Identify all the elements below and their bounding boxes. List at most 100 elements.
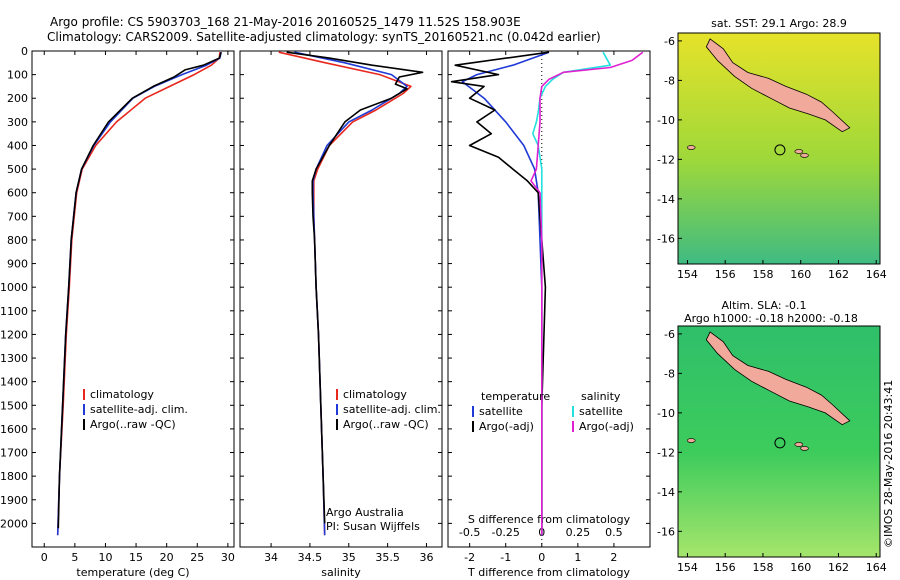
lon-tick-label: 160 (790, 561, 811, 574)
lat-tick-label: -8 (664, 367, 675, 380)
map-title-line-1: Altim. SLA: -0.1 (721, 299, 806, 312)
x-tick-label: 34.5 (298, 551, 323, 564)
small-island (794, 442, 804, 447)
lat-tick-label: -6 (664, 328, 675, 341)
small-island (800, 446, 809, 451)
salinity-panel: 34 34.5 35 35.5 36 salinity climatology satelli… (239, 50, 443, 579)
lon-tick-label: 154 (677, 268, 698, 281)
legend-label: temperature (481, 390, 550, 403)
map-field (678, 326, 880, 557)
float-position-marker (774, 437, 786, 449)
legend-label: climatology (90, 388, 154, 401)
x-tick-label: 20 (160, 551, 174, 564)
series-line-2 (57, 51, 222, 529)
legend-label: Argo(-adj) (479, 420, 534, 433)
depth-tick-label: 800 (7, 234, 28, 247)
legend-label: Argo(..raw -QC) (90, 418, 176, 431)
difference-panel: -2 -1 0 1 2 T difference from climatology -0.5… (447, 50, 651, 579)
s-tick-label: 0.5 (605, 526, 623, 539)
x-tick-label: 35 (342, 551, 356, 564)
depth-tick-label: 1300 (0, 352, 28, 365)
legend-label: Argo(-adj) (579, 420, 634, 433)
depth-tick-label: 1100 (0, 305, 28, 318)
x-tick-label: 34 (264, 551, 278, 564)
x-axis-label: temperature (deg C) (76, 566, 189, 579)
map-title: sat. SST: 29.1 Argo: 28.9 (711, 17, 847, 30)
depth-tick-label: 1900 (0, 494, 28, 507)
plot-frame (239, 50, 443, 548)
x-tick-label: 15 (129, 551, 143, 564)
depth-tick-label: 200 (7, 92, 28, 105)
lat-tick-label: -10 (657, 114, 675, 127)
legend-label: satellite (479, 405, 523, 418)
small-island (794, 149, 804, 154)
depth-tick-label: 1000 (0, 281, 28, 294)
depth-tick-label: 500 (7, 163, 28, 176)
lon-tick-label: 162 (828, 561, 849, 574)
lat-tick-label: -14 (657, 486, 675, 499)
lat-tick-label: -8 (664, 74, 675, 87)
x-tick-label: 2 (610, 551, 617, 564)
panel-annotation: PI: Susan Wijffels (326, 520, 420, 533)
lon-tick-label: 164 (866, 268, 887, 281)
depth-tick-label: 1500 (0, 399, 28, 412)
depth-tick-label: 400 (7, 139, 28, 152)
header-line-1: Argo profile: CS 5903703_168 21-May-2016… (50, 15, 521, 29)
x-tick-label: 10 (98, 551, 112, 564)
x-tick-label: 5 (71, 551, 78, 564)
depth-tick-label: 900 (7, 258, 28, 271)
depth-tick-label: 600 (7, 187, 28, 200)
lat-tick-label: -14 (657, 193, 675, 206)
x-axis-label-top: S difference from climatology (468, 513, 631, 526)
temperature-panel: 0100200300400500600700800900100011001200… (0, 45, 235, 579)
x-tick-label: 35.5 (375, 551, 400, 564)
s-tick-label: -0.5 (459, 526, 480, 539)
map-frame (677, 32, 881, 265)
x-axis-label: T difference from climatology (467, 566, 630, 579)
depth-tick-label: 1400 (0, 376, 28, 389)
x-tick-label: 30 (221, 551, 235, 564)
plot-frame (447, 50, 651, 548)
s-tick-label: -0.25 (491, 526, 519, 539)
depth-tick-label: 1700 (0, 447, 28, 460)
depth-tick-label: 700 (7, 210, 28, 223)
depth-tick-label: 100 (7, 69, 28, 82)
x-tick-label: -2 (464, 551, 475, 564)
x-tick-label: -1 (500, 551, 511, 564)
lat-tick-label: -12 (657, 446, 675, 459)
legend-label: satellite (579, 405, 623, 418)
map-title-line-2: Argo h1000: -0.18 h2000: -0.18 (684, 312, 858, 325)
x-tick-label: 0 (41, 551, 48, 564)
x-tick-label: 36 (419, 551, 433, 564)
small-island (800, 153, 809, 158)
depth-tick-label: 0 (21, 45, 28, 58)
x-tick-label: 25 (190, 551, 204, 564)
legend-label: climatology (343, 388, 407, 401)
lon-tick-label: 156 (715, 561, 736, 574)
sla-map: 154 156 158 160 162 164 -6 -8 -10 -12 -14 -16 Altim.… (657, 299, 887, 574)
s-tick-label: 0.25 (566, 526, 591, 539)
legend-label: salinity (581, 390, 621, 403)
legend-label: satellite-adj. clim. (90, 403, 188, 416)
header-line-2: Climatology: CARS2009. Satellite-adjuste… (47, 30, 601, 44)
island-land (705, 38, 851, 133)
x-tick-label: 0 (538, 551, 545, 564)
depth-tick-label: 2000 (0, 517, 28, 530)
lon-tick-label: 162 (828, 268, 849, 281)
lon-tick-label: 158 (752, 561, 773, 574)
plot-frame (31, 50, 235, 548)
small-island (686, 145, 696, 150)
x-axis-label: salinity (321, 566, 361, 579)
lat-tick-label: -10 (657, 407, 675, 420)
sst-map: 154 156 158 160 162 164 -6 -8 -10 -12 -14 -16 sat. S… (657, 17, 887, 281)
legend-label: Argo(..raw -QC) (343, 418, 429, 431)
map-frame (677, 325, 881, 558)
imos-credit: ©IMOS 28-May-2016 20:43:41 (882, 380, 895, 548)
lat-tick-label: -6 (664, 35, 675, 48)
depth-tick-label: 1200 (0, 328, 28, 341)
lat-tick-label: -16 (657, 232, 675, 245)
series-line-2 (286, 51, 424, 524)
island-land (705, 331, 851, 426)
lon-tick-label: 164 (866, 561, 887, 574)
